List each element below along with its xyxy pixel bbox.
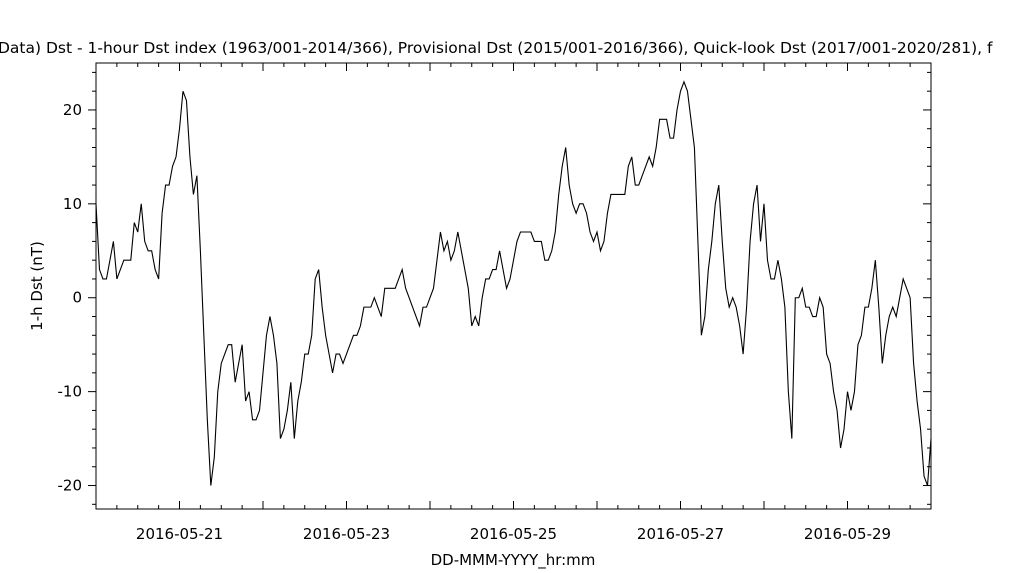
y-tick-label: 10 (63, 195, 82, 213)
dst-series-line (95, 80, 932, 486)
y-axis-title: 1-h Dst (nT) (28, 241, 46, 331)
chart-title: Data) Dst - 1-hour Dst index (1963/001-2… (0, 39, 993, 57)
x-tick-label: 2016-05-27 (637, 525, 724, 543)
y-tick-label: 20 (63, 101, 82, 119)
x-tick-label: 2016-05-29 (804, 525, 891, 543)
y-tick-label: -20 (58, 477, 83, 495)
plot-frame (95, 62, 932, 510)
x-tick-label: 2016-05-25 (470, 525, 557, 543)
y-tick-label: 0 (72, 289, 82, 307)
y-tick-label: -10 (58, 383, 83, 401)
x-tick-label: 2016-05-23 (303, 525, 390, 543)
x-axis-ticks: 2016-05-21 2016-05-23 2016-05-25 2016-05-27… (95, 63, 932, 543)
x-axis-title: DD-MMM-YYYY_hr:mm (431, 551, 596, 570)
y-axis-ticks: 20 10 0 -10 -20 (58, 71, 931, 505)
x-tick-label: 2016-05-21 (136, 525, 223, 543)
